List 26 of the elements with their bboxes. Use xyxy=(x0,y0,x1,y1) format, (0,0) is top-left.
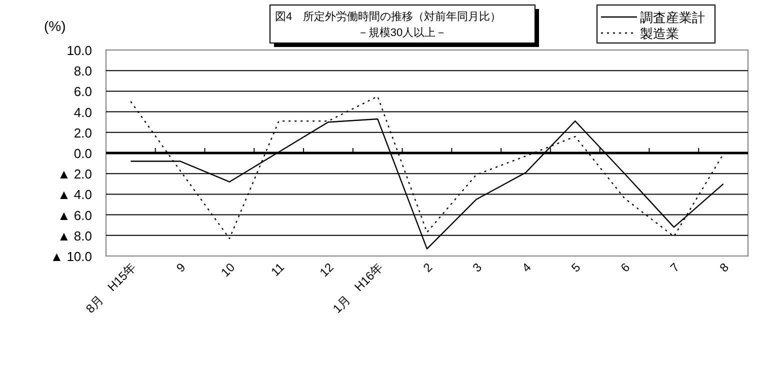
x-tick-label: 8 xyxy=(716,260,732,275)
y-tick-label: 6.0 xyxy=(74,84,92,100)
legend-label: 調査産業計 xyxy=(640,10,705,25)
y-tick-label: 10.0 xyxy=(66,43,92,58)
y-tick-label: 2.0 xyxy=(74,125,92,140)
y-tick-label: ▲ 6.0 xyxy=(57,208,92,223)
chart-title: 図4 所定外労働時間の推移（対前年同月比） xyxy=(275,10,502,23)
x-tick-label: 12 xyxy=(317,260,337,280)
x-tick-label: 3 xyxy=(470,260,485,275)
chart-subtitle: －規模30人以上－ xyxy=(357,26,447,39)
x-tick-label: 7 xyxy=(667,260,682,275)
x-tick-label: 9 xyxy=(174,260,188,275)
y-tick-label: ▲ 8.0 xyxy=(57,228,92,244)
legend-label: 製造業 xyxy=(640,26,679,41)
y-tick-label: 8.0 xyxy=(74,64,92,79)
y-tick-label: 4.0 xyxy=(74,104,92,120)
x-tick-label: 10 xyxy=(218,260,238,280)
y-axis-title: (%) xyxy=(44,18,66,34)
x-tick-label: 6 xyxy=(618,260,633,275)
y-tick-label: 0.0 xyxy=(74,146,92,161)
x-tick-label: 5 xyxy=(568,260,584,275)
x-tick-label: 2 xyxy=(420,260,436,275)
y-tick-label: ▲ 2.0 xyxy=(57,166,92,182)
y-tick-label: ▲ 4.0 xyxy=(57,187,92,202)
x-tick-label: 11 xyxy=(268,260,288,279)
x-tick-label: 4 xyxy=(519,260,534,275)
